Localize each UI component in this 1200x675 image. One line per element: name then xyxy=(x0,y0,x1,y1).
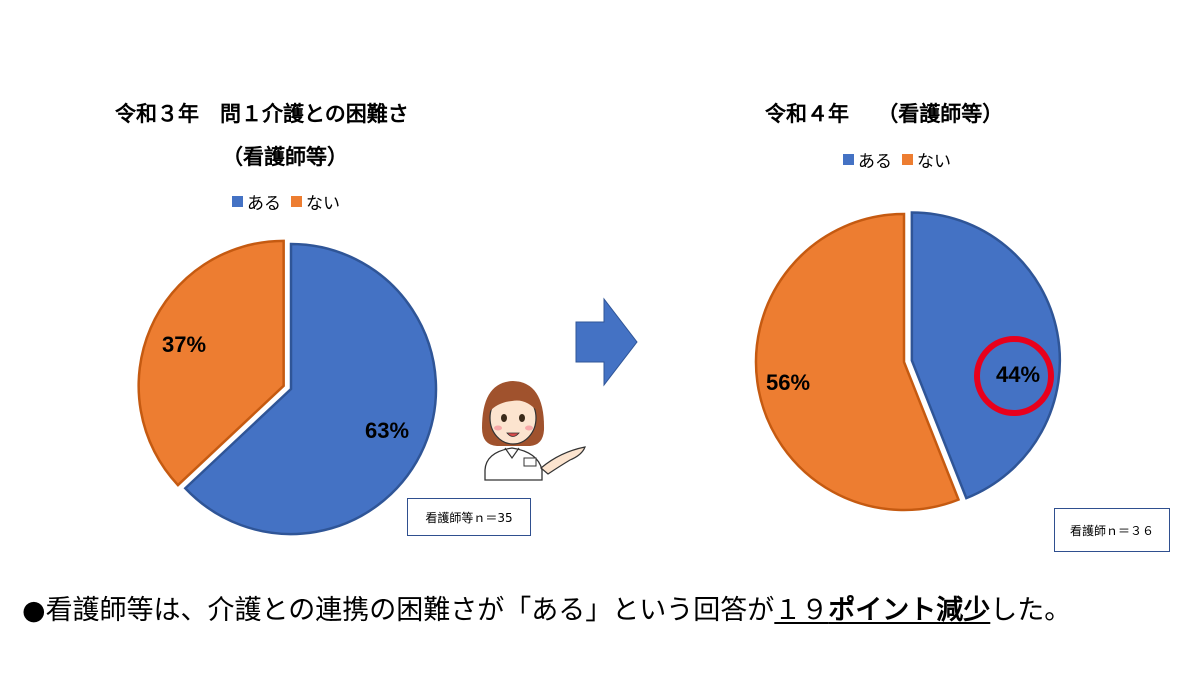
legend-swatch-orange xyxy=(291,196,302,207)
legend-label: ある xyxy=(858,152,892,172)
data-label-r4-aru: 44% xyxy=(996,362,1041,387)
pie-chart-r3 xyxy=(137,239,438,536)
legend-item-nai: ない xyxy=(291,189,340,214)
chart2-title: 令和４年 （看護師等） xyxy=(765,102,1004,126)
footer-text: 看護師等は、介護との連携の困難さが「ある」という回答が xyxy=(45,595,775,626)
bullet-icon: ● xyxy=(22,595,46,626)
legend-label: ない xyxy=(917,152,951,172)
pie-slice-nai xyxy=(754,212,961,512)
legend-swatch-blue xyxy=(843,154,854,165)
footer-statement: ●看護師等は、介護との連携の困難さが「ある」という回答が１９ポイント減少した。 xyxy=(22,588,1071,627)
chart1-title-line2: （看護師等） xyxy=(222,145,348,169)
sample-size-box-r3: 看護師等ｎ＝35 xyxy=(407,498,531,536)
legend-item-aru: ある xyxy=(232,189,281,214)
legend-label: ない xyxy=(306,194,340,214)
data-label-r3-nai: 37% xyxy=(162,332,207,357)
highlight-circle xyxy=(974,336,1054,416)
chart2-legend: ある ない xyxy=(843,147,961,172)
chart1-legend: ある ない xyxy=(232,189,350,214)
nurse-illustration xyxy=(482,381,586,481)
legend-label: ある xyxy=(247,194,281,214)
chart1-title-line1: 令和３年 問１介護との困難さ xyxy=(115,102,409,126)
footer-emphasis: ポイント減少 xyxy=(828,595,991,626)
pie-slice-nai xyxy=(137,239,285,487)
data-label-r3-aru: 63% xyxy=(365,418,410,443)
pie-slice-aru xyxy=(183,242,438,536)
sample-size-box-r4: 看護師ｎ＝３６ xyxy=(1054,508,1170,552)
data-label-r4-nai: 56% xyxy=(766,370,811,395)
footer-tail: した。 xyxy=(990,595,1072,626)
footer-number: １９ xyxy=(774,595,829,626)
legend-swatch-blue xyxy=(232,196,243,207)
legend-swatch-orange xyxy=(902,154,913,165)
right-arrow-icon xyxy=(575,297,638,387)
legend-item-nai: ない xyxy=(902,147,951,172)
legend-item-aru: ある xyxy=(843,147,892,172)
